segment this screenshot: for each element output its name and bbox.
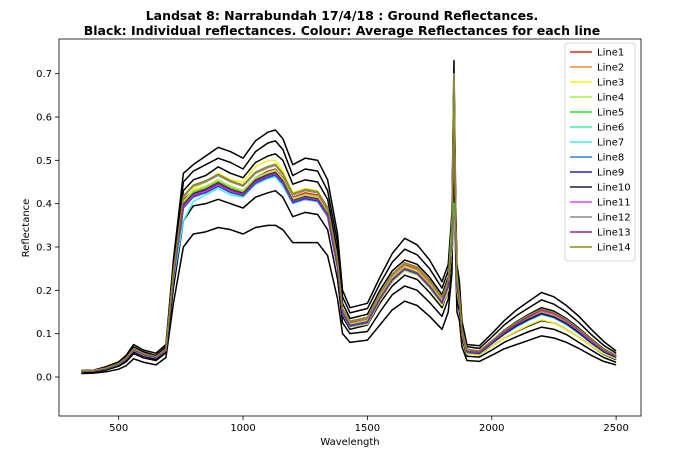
x-tick-label: 1500	[355, 423, 380, 434]
x-axis: 500 1000 1500 2000 2500	[109, 416, 629, 434]
legend-label-line9: Line9	[597, 168, 624, 179]
legend-label-line7: Line7	[597, 138, 624, 149]
legend-label-line13: Line13	[597, 228, 631, 239]
legend: Line1 Line2 Line3 Line4 Line5 Line6 Line7 Line8…	[564, 42, 636, 262]
legend-label-line10: Line10	[597, 183, 631, 194]
y-tick-label: 0.5	[36, 156, 52, 167]
x-tick-label: 1000	[230, 423, 255, 434]
legend-label-line3: Line3	[597, 78, 624, 89]
y-tick-label: 0.4	[36, 199, 52, 210]
chart-title: Landsat 8: Narrabundah 17/4/18 : Ground …	[146, 8, 539, 23]
legend-label-line12: Line12	[597, 213, 631, 224]
legend-label-line2: Line2	[597, 63, 624, 74]
legend-label-line1: Line1	[597, 48, 624, 59]
chart-subtitle: Black: Individual reflectances. Colour: …	[84, 23, 601, 38]
y-axis: 0.0 0.1 0.2 0.3 0.4 0.5 0.6 0.7	[36, 69, 59, 384]
y-tick-label: 0.7	[36, 69, 52, 80]
y-tick-label: 0.1	[36, 329, 52, 340]
y-tick-label: 0.6	[36, 113, 52, 124]
legend-label-line5: Line5	[597, 108, 624, 119]
y-axis-label: Reflectance	[21, 199, 32, 258]
y-tick-label: 0.3	[36, 243, 52, 254]
legend-label-line8: Line8	[597, 153, 624, 164]
legend-label-line11: Line11	[597, 198, 631, 209]
legend-label-line4: Line4	[597, 93, 624, 104]
individual-profile-5	[81, 124, 617, 373]
individual-profile-3	[81, 150, 617, 375]
series-line-line14	[81, 77, 617, 372]
legend-label-line6: Line6	[597, 123, 624, 134]
x-tick-label: 500	[109, 423, 128, 434]
plot-frame	[58, 38, 642, 417]
x-tick-label: 2500	[603, 423, 628, 434]
x-tick-label: 2000	[479, 423, 504, 434]
legend-label-line14: Line14	[597, 243, 631, 254]
y-tick-label: 0.2	[36, 286, 52, 297]
average-series-lines	[81, 72, 617, 373]
y-tick-label: 0.0	[36, 373, 52, 384]
x-axis-label: Wavelength	[320, 437, 379, 448]
